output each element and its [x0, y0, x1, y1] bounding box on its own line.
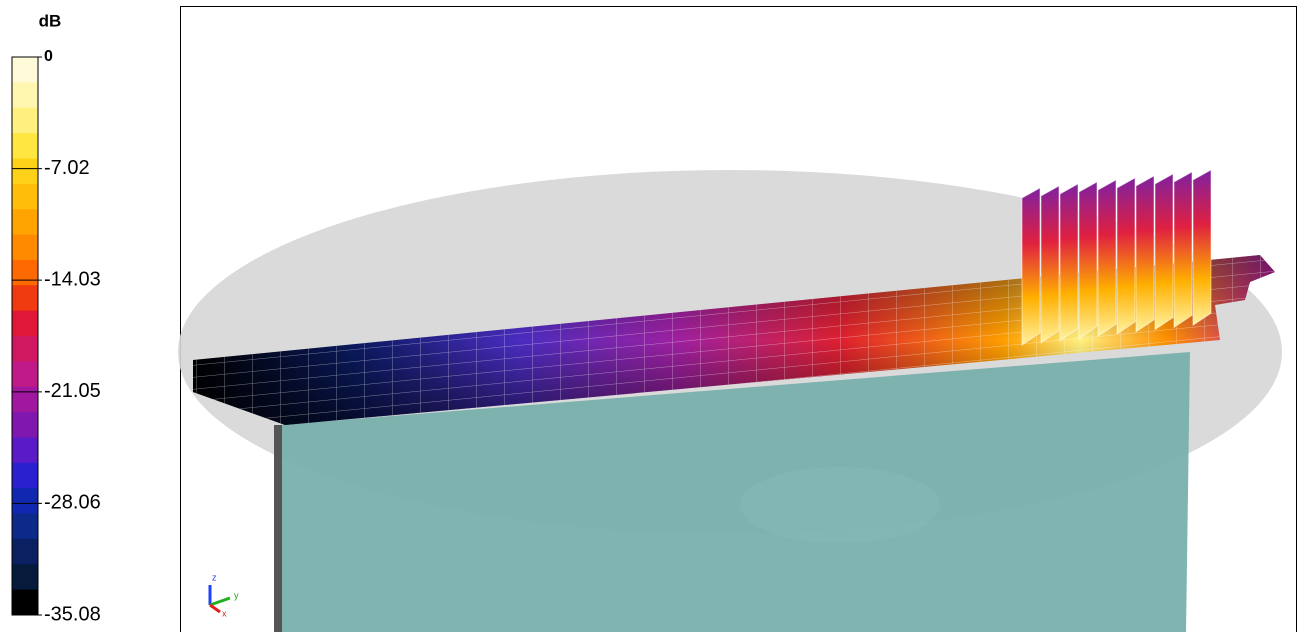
tick-label: -21.05	[44, 380, 101, 402]
tick-label: -28.06	[44, 492, 101, 514]
colorbar	[11, 56, 39, 616]
color-band	[12, 209, 38, 236]
color-band	[12, 437, 38, 464]
fin	[1116, 177, 1136, 335]
color-band	[12, 158, 38, 185]
colorbar-ticks: 0 -7.02 -14.03 -21.05 -28.06 -35.08	[12, 48, 101, 625]
y-label: y	[234, 590, 239, 600]
color-band	[12, 336, 38, 362]
viewport: z y x	[178, 6, 1297, 633]
color-band	[12, 183, 38, 210]
panel-edge	[274, 425, 282, 632]
color-band	[12, 589, 38, 616]
fin	[1078, 181, 1098, 340]
x-axis	[209, 603, 221, 614]
fin	[1059, 183, 1079, 342]
color-band	[12, 361, 38, 388]
color-band	[12, 310, 38, 337]
fin	[1135, 175, 1155, 333]
color-band	[12, 412, 38, 438]
color-band	[12, 564, 38, 591]
x-label: x	[222, 608, 227, 618]
panel-shadow	[740, 467, 940, 543]
color-band	[12, 107, 38, 134]
field-fins	[1021, 169, 1212, 346]
color-band	[12, 82, 38, 109]
legend: dB 0 -7.02 -14.03 -21.05 -28.06 -35.08	[11, 11, 101, 625]
color-band	[12, 234, 38, 261]
color-band	[12, 57, 38, 83]
color-band	[12, 133, 38, 159]
tick-label: 0	[44, 48, 53, 65]
tick-label: -35.08	[44, 603, 101, 625]
fin	[1097, 179, 1117, 338]
color-band	[12, 462, 38, 489]
fin	[1192, 169, 1212, 327]
fin	[1154, 173, 1174, 331]
legend-unit: dB	[39, 11, 62, 30]
color-band	[12, 488, 38, 515]
axes-triad: z y x	[208, 572, 239, 618]
tick-label: -7.02	[44, 157, 90, 179]
color-band	[12, 259, 38, 286]
color-band	[12, 386, 38, 413]
fin	[1021, 187, 1041, 346]
color-band	[12, 513, 38, 540]
color-band	[12, 285, 38, 312]
fin	[1173, 171, 1193, 329]
fin	[1040, 185, 1060, 344]
panel	[280, 352, 1190, 632]
color-band	[12, 538, 38, 565]
tick-label: -14.03	[44, 268, 101, 290]
z-label: z	[212, 572, 217, 582]
mesh	[193, 255, 1275, 425]
y-axis	[209, 596, 231, 607]
